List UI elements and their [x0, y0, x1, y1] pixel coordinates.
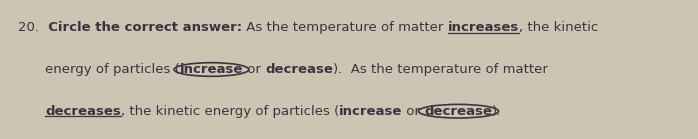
Text: increase: increase — [180, 63, 243, 76]
Text: decrease: decrease — [265, 63, 333, 76]
Text: decreases: decreases — [45, 105, 121, 118]
Text: or: or — [243, 63, 265, 76]
Text: , the kinetic: , the kinetic — [519, 21, 598, 34]
Text: energy of particles (: energy of particles ( — [45, 63, 180, 76]
Text: increase: increase — [339, 105, 402, 118]
Text: ).: ). — [492, 105, 502, 118]
Text: increases: increases — [447, 21, 519, 34]
Text: As the temperature of matter: As the temperature of matter — [242, 21, 447, 34]
Text: 20.: 20. — [18, 21, 39, 34]
Text: decrease: decrease — [424, 105, 492, 118]
Text: , the kinetic energy of particles (: , the kinetic energy of particles ( — [121, 105, 339, 118]
Text: Circle the correct answer:: Circle the correct answer: — [39, 21, 242, 34]
Text: ).  As the temperature of matter: ). As the temperature of matter — [333, 63, 548, 76]
Text: or: or — [402, 105, 424, 118]
